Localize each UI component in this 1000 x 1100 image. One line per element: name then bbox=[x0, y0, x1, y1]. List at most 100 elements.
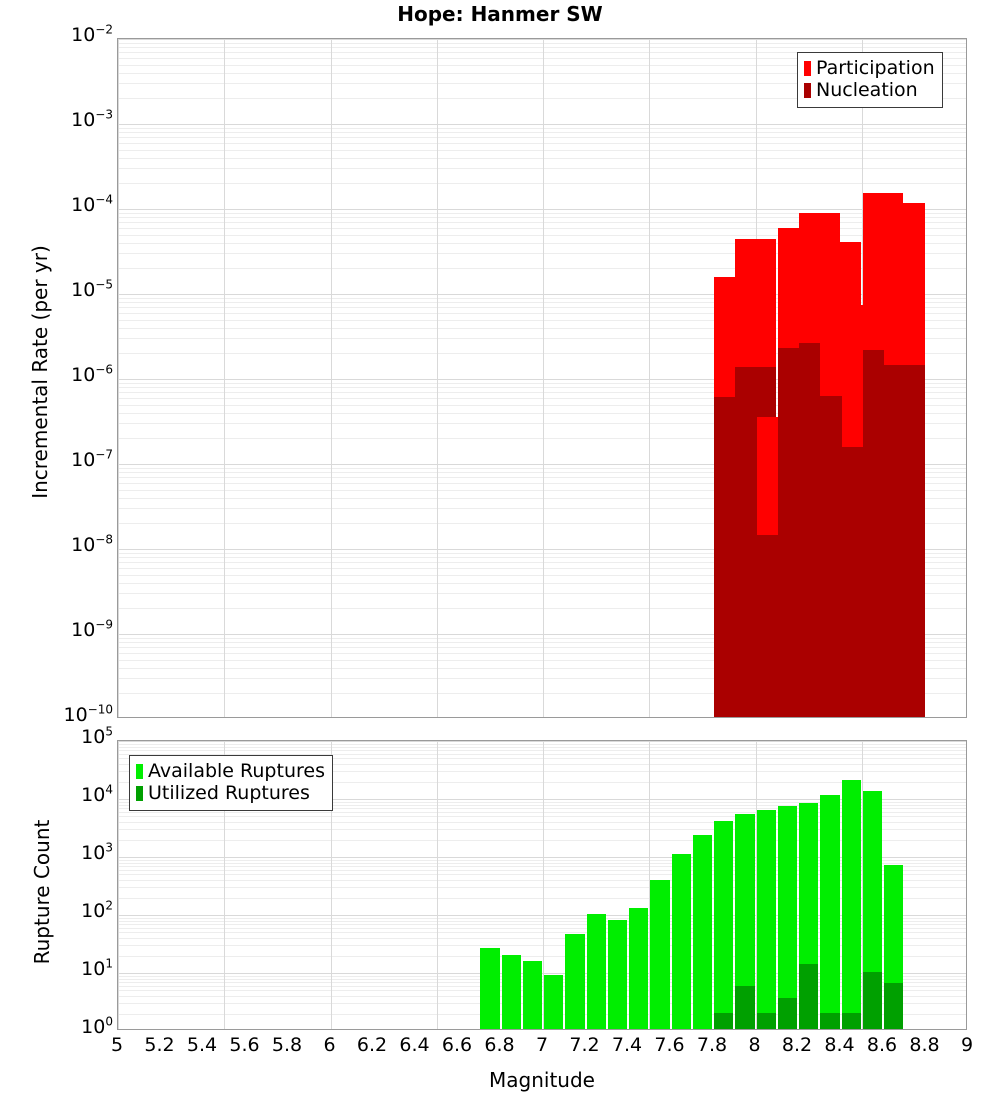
utilized-ruptures-segment bbox=[777, 998, 797, 1029]
y-axis-label-top: Incremental Rate (per yr) bbox=[28, 245, 52, 499]
rupture-count-bar bbox=[692, 741, 712, 1029]
x-axis-tick-label: 6.8 bbox=[484, 1034, 515, 1056]
rupture-count-bar bbox=[522, 741, 542, 1029]
nucleation-swatch bbox=[804, 83, 811, 99]
y-axis-tick-label: 10−10 bbox=[63, 702, 113, 726]
rupture-count-bar bbox=[799, 741, 819, 1029]
available-ruptures-segment bbox=[565, 933, 585, 1029]
utilized-ruptures-swatch bbox=[136, 786, 143, 802]
y-axis-tick-label: 10−8 bbox=[71, 532, 113, 556]
x-axis-tick-label: 8 bbox=[748, 1034, 761, 1056]
utilized-ruptures-segment bbox=[820, 1012, 840, 1029]
x-axis-tick-label: 7.4 bbox=[611, 1034, 643, 1056]
legend-rupture-count: Available Ruptures Utilized Ruptures bbox=[129, 755, 333, 811]
x-axis-tick-label: 7.8 bbox=[696, 1034, 728, 1056]
x-axis-tick-label: 5 bbox=[110, 1034, 124, 1056]
x-axis-tick-label: 6.2 bbox=[356, 1034, 388, 1056]
y-axis-tick-label: 10−6 bbox=[71, 362, 113, 386]
x-axis-tick-label: 7.2 bbox=[569, 1034, 600, 1056]
available-ruptures-segment bbox=[501, 954, 521, 1029]
utilized-ruptures-segment bbox=[799, 964, 819, 1029]
y-axis-tick-label: 10−7 bbox=[71, 447, 113, 471]
y-axis-tick-label: 10−2 bbox=[71, 22, 113, 46]
available-ruptures-segment bbox=[480, 947, 500, 1029]
rupture-count-bars bbox=[118, 741, 966, 1029]
legend-label-nucleation: Nucleation bbox=[816, 79, 918, 102]
y-axis-tick-label: 10−9 bbox=[71, 617, 113, 641]
x-axis-tick-label: 5.6 bbox=[229, 1034, 260, 1056]
available-ruptures-segment bbox=[586, 914, 606, 1029]
available-ruptures-segment bbox=[650, 880, 670, 1029]
utilized-ruptures-segment bbox=[884, 982, 904, 1029]
rupture-count-bar bbox=[586, 741, 606, 1029]
x-axis-tick-label: 5.4 bbox=[186, 1034, 218, 1056]
x-axis-tick-label: 7.6 bbox=[654, 1034, 685, 1056]
rupture-count-bar bbox=[735, 741, 755, 1029]
available-ruptures-segment bbox=[756, 809, 776, 1029]
y-axis-tick-label: 101 bbox=[81, 956, 113, 980]
x-axis-tick-label: 8.4 bbox=[824, 1034, 855, 1056]
incremental-rate-bar bbox=[884, 39, 925, 717]
y-axis-label-bottom: Rupture Count bbox=[30, 819, 54, 965]
available-ruptures-segment bbox=[820, 794, 840, 1029]
available-ruptures-segment bbox=[735, 813, 755, 1029]
rupture-count-bar bbox=[671, 741, 691, 1029]
rupture-count-bar bbox=[714, 741, 734, 1029]
legend-label-participation: Participation bbox=[816, 57, 935, 79]
rupture-count-bar bbox=[841, 741, 861, 1029]
available-ruptures-segment bbox=[862, 791, 882, 1029]
rupture-count-bar bbox=[777, 741, 797, 1029]
x-axis-tick-label: 8.2 bbox=[781, 1034, 813, 1056]
available-ruptures-segment bbox=[544, 975, 564, 1029]
x-axis-tick-label: 5.8 bbox=[271, 1034, 303, 1056]
rupture-count-bar bbox=[862, 741, 882, 1029]
rupture-count-bar bbox=[756, 741, 776, 1029]
legend-label-available-ruptures: Available Ruptures bbox=[148, 760, 325, 782]
available-ruptures-swatch bbox=[136, 763, 143, 779]
rupture-count-bar bbox=[607, 741, 627, 1029]
x-axis-tick-label: 8.8 bbox=[909, 1034, 940, 1056]
rupture-count-bar bbox=[501, 741, 521, 1029]
nucleation-segment bbox=[884, 364, 925, 717]
page-title: Hope: Hanmer SW bbox=[397, 2, 603, 26]
available-ruptures-segment bbox=[714, 820, 734, 1029]
rupture-count-bar bbox=[480, 741, 500, 1029]
legend-item-available-ruptures[interactable]: Available Ruptures bbox=[136, 760, 325, 782]
incremental-rate-plot-area bbox=[117, 38, 967, 718]
x-axis-tick-label: 6 bbox=[323, 1034, 336, 1056]
x-axis-tick-label: 9 bbox=[960, 1034, 974, 1056]
legend-label-utilized-ruptures: Utilized Ruptures bbox=[148, 782, 310, 805]
y-axis-tick-label: 100 bbox=[81, 1014, 113, 1038]
utilized-ruptures-segment bbox=[756, 1012, 776, 1029]
legend-item-participation[interactable]: Participation bbox=[804, 57, 935, 79]
incremental-rate-bars bbox=[118, 39, 966, 717]
utilized-ruptures-segment bbox=[841, 1012, 861, 1029]
available-ruptures-segment bbox=[522, 960, 542, 1029]
utilized-ruptures-segment bbox=[735, 986, 755, 1029]
y-axis-tick-label: 104 bbox=[81, 782, 113, 806]
available-ruptures-segment bbox=[692, 835, 712, 1029]
available-ruptures-segment bbox=[671, 853, 691, 1029]
legend-item-utilized-ruptures[interactable]: Utilized Ruptures bbox=[136, 782, 325, 804]
y-axis-tick-label: 10−3 bbox=[71, 107, 113, 131]
rupture-count-bar bbox=[650, 741, 670, 1029]
available-ruptures-segment bbox=[629, 908, 649, 1029]
rupture-count-bar bbox=[629, 741, 649, 1029]
available-ruptures-segment bbox=[841, 779, 861, 1029]
x-axis-tick-label: 5.2 bbox=[144, 1034, 175, 1056]
rupture-count-bar bbox=[884, 741, 904, 1029]
x-axis-label: Magnitude bbox=[489, 1068, 595, 1092]
legend-item-nucleation[interactable]: Nucleation bbox=[804, 79, 935, 101]
utilized-ruptures-segment bbox=[714, 1012, 734, 1029]
y-axis-tick-label: 10−5 bbox=[71, 277, 113, 301]
available-ruptures-segment bbox=[777, 805, 797, 1029]
x-axis-tick-label: 6.6 bbox=[441, 1034, 473, 1056]
x-axis-tick-label: 6.4 bbox=[399, 1034, 430, 1056]
rupture-count-bar bbox=[820, 741, 840, 1029]
x-axis-tick-label: 8.6 bbox=[866, 1034, 898, 1056]
rupture-count-bar bbox=[544, 741, 564, 1029]
rupture-count-bar bbox=[565, 741, 585, 1029]
legend-incremental-rate: Participation Nucleation bbox=[797, 52, 943, 108]
y-axis-tick-label: 10−4 bbox=[71, 192, 113, 216]
